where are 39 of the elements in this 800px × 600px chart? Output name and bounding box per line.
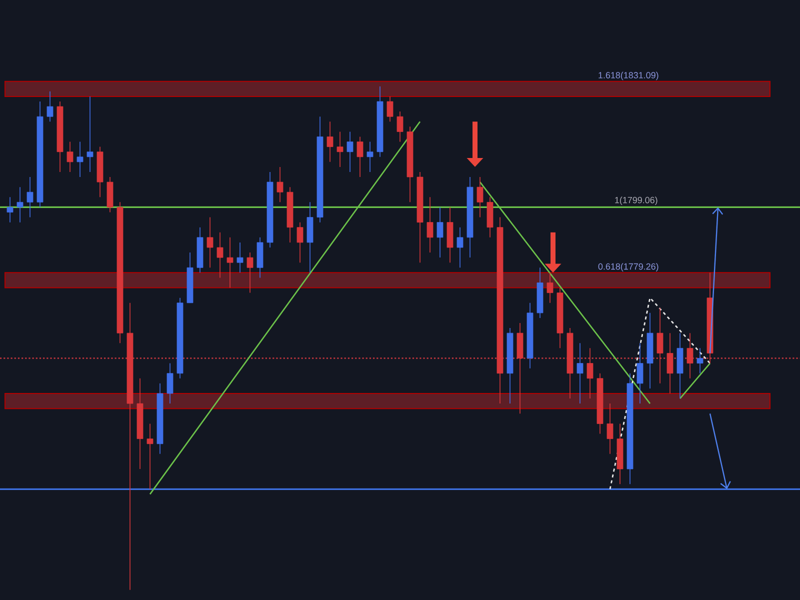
candlestick [246,252,254,294]
candlestick [606,403,614,454]
candlestick [6,196,14,223]
candlestick [206,216,214,268]
candlestick [296,222,304,263]
candlestick [46,91,54,122]
candlestick [86,96,94,172]
candlestick [276,166,284,203]
candlestick [456,226,464,268]
candlestick [576,342,584,404]
candlestick [476,176,484,218]
candlestick [656,308,664,384]
candlestick [166,362,174,404]
candlestick [366,141,374,172]
candlestick [386,96,394,122]
candlestick [436,206,444,258]
candlestick [16,186,24,223]
candlestick [686,332,694,379]
candlestick [336,131,344,168]
band-label: 0.618(1779.26) [598,263,658,272]
candlestick [586,348,594,399]
candlestick [396,111,404,142]
candlestick [546,272,554,304]
candlestick [146,423,154,490]
candlestick [666,332,674,394]
candlestick [226,237,234,288]
candlestick [216,232,224,278]
band-label: 1.618(1831.09) [598,72,658,80]
ref-line-label: 1(1799.06) [615,196,658,206]
candlestick [696,348,704,374]
candlestick [346,131,354,172]
candlestick [66,141,74,172]
candlestick [636,342,644,404]
candlestick [236,242,244,274]
candlestick [76,141,84,178]
candlestick [426,196,434,253]
candlestick [26,176,34,218]
candlestick [326,121,334,162]
candlestick [356,136,364,178]
